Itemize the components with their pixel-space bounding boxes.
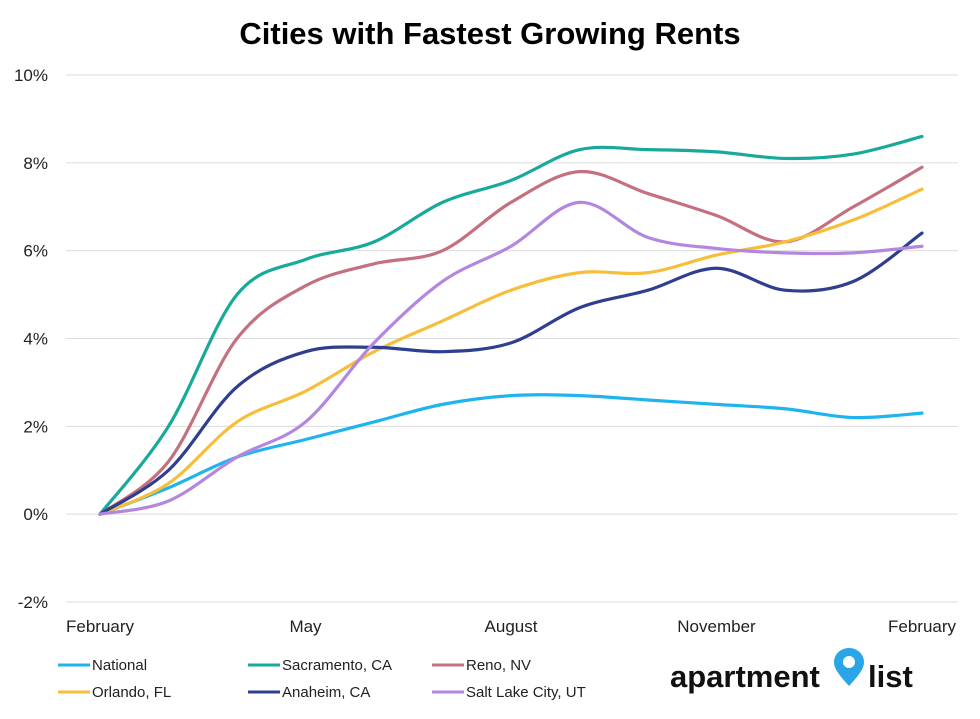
legend-label: National	[92, 657, 147, 674]
x-tick-label: May	[289, 617, 322, 636]
brand-logo: apartment list	[670, 648, 913, 694]
chart-title: Cities with Fastest Growing Rents	[239, 16, 740, 51]
series-line-sacramento-ca	[98, 134, 924, 516]
x-tick-label: November	[677, 617, 756, 636]
y-axis-ticks: 10% 8% 6% 4% 2% 0% -2%	[14, 66, 48, 612]
map-pin-icon	[834, 648, 864, 686]
brand-word-apartment: apartment	[670, 659, 820, 694]
legend-label: Sacramento, CA	[282, 657, 392, 674]
legend-label: Anaheim, CA	[282, 684, 370, 701]
gridlines	[66, 74, 958, 603]
x-tick-label: February	[888, 617, 957, 636]
y-tick-label: 10%	[14, 66, 48, 85]
y-tick-label: -2%	[18, 593, 48, 612]
x-tick-label: February	[66, 617, 135, 636]
y-tick-label: 0%	[23, 505, 48, 524]
pin-hole	[843, 656, 855, 668]
y-tick-label: 8%	[23, 154, 48, 173]
legend-label: Salt Lake City, UT	[466, 684, 586, 701]
series-line-orlando-fl	[98, 187, 924, 516]
series-line-national	[98, 393, 924, 516]
y-tick-label: 4%	[23, 330, 48, 349]
series-line-anaheim-ca	[98, 231, 924, 516]
legend-label: Reno, NV	[466, 657, 531, 674]
series-lines	[98, 134, 924, 516]
x-tick-label: August	[485, 617, 538, 636]
series-line-salt-lake-city-ut	[98, 200, 924, 516]
y-tick-label: 6%	[23, 242, 48, 261]
y-tick-label: 2%	[23, 417, 48, 436]
legend: National Sacramento, CA Reno, NV Orlando, F…	[58, 657, 586, 701]
x-axis-ticks: February May August November February	[66, 617, 957, 636]
legend-label: Orlando, FL	[92, 684, 171, 701]
brand-word-list: list	[868, 659, 913, 694]
